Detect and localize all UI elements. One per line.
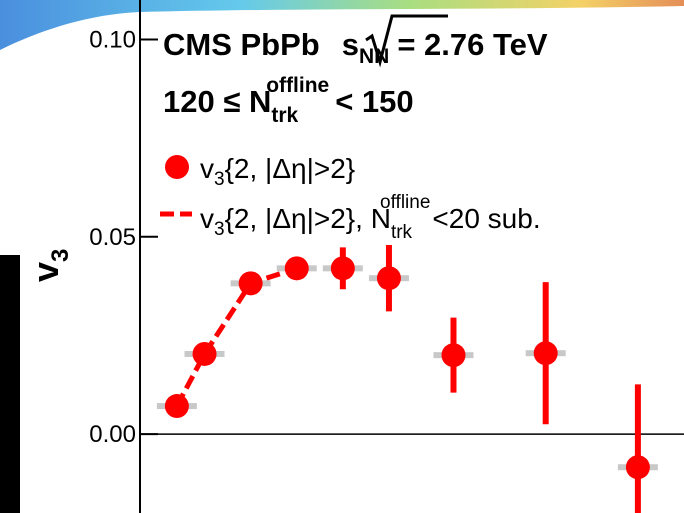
legend-part: {2, |Δη|>2}	[225, 153, 356, 184]
annotation-part: < 150	[335, 84, 413, 119]
annotation: 120 ≤ Ntrk offline < 150	[163, 74, 414, 127]
legend-label: v3{2, |Δη|>2}, Ntrk offline<20 sub.	[200, 192, 541, 243]
legend-part: <20 sub.	[432, 203, 540, 234]
decor-block	[0, 255, 20, 513]
annotation: CMS PbPb sNN = 2.76 TeV	[163, 27, 548, 68]
legend-part: v	[200, 203, 214, 234]
decor-band	[0, 0, 684, 50]
y-label-part: v	[25, 262, 66, 282]
annotation-part: = 2.76 TeV	[397, 27, 548, 62]
legend-part: v	[200, 153, 214, 184]
y-label-part: 3	[47, 249, 74, 262]
annotation-part: s	[342, 27, 359, 62]
point	[533, 341, 558, 366]
point	[376, 266, 401, 291]
legend-part: offline	[380, 192, 430, 213]
legend-label: v3{2, |Δη|>2}	[200, 153, 355, 190]
line	[174, 265, 298, 408]
legend-part: trk	[391, 222, 413, 243]
legend-part: {2, |Δη|>2}, N	[225, 203, 391, 234]
point	[238, 271, 263, 296]
y-axis-label: v3	[25, 249, 74, 282]
y-tick-label: 0.00	[89, 421, 136, 448]
legend-marker	[165, 155, 189, 179]
annotation-part: CMS PbPb	[163, 27, 320, 62]
y-tick-label: 0.05	[89, 224, 136, 251]
annotation-part: 120 ≤ N	[163, 84, 271, 119]
point	[192, 341, 217, 366]
point	[164, 394, 189, 419]
annotation-part: trk	[271, 104, 298, 127]
radical	[365, 14, 448, 68]
y-tick-label: 0.10	[89, 26, 136, 53]
point	[625, 455, 650, 480]
point	[441, 343, 466, 368]
legend-part: 3	[214, 219, 225, 240]
point	[330, 256, 355, 281]
legend-part: 3	[214, 169, 225, 190]
point	[284, 256, 309, 281]
annotation-part: offline	[266, 74, 329, 97]
